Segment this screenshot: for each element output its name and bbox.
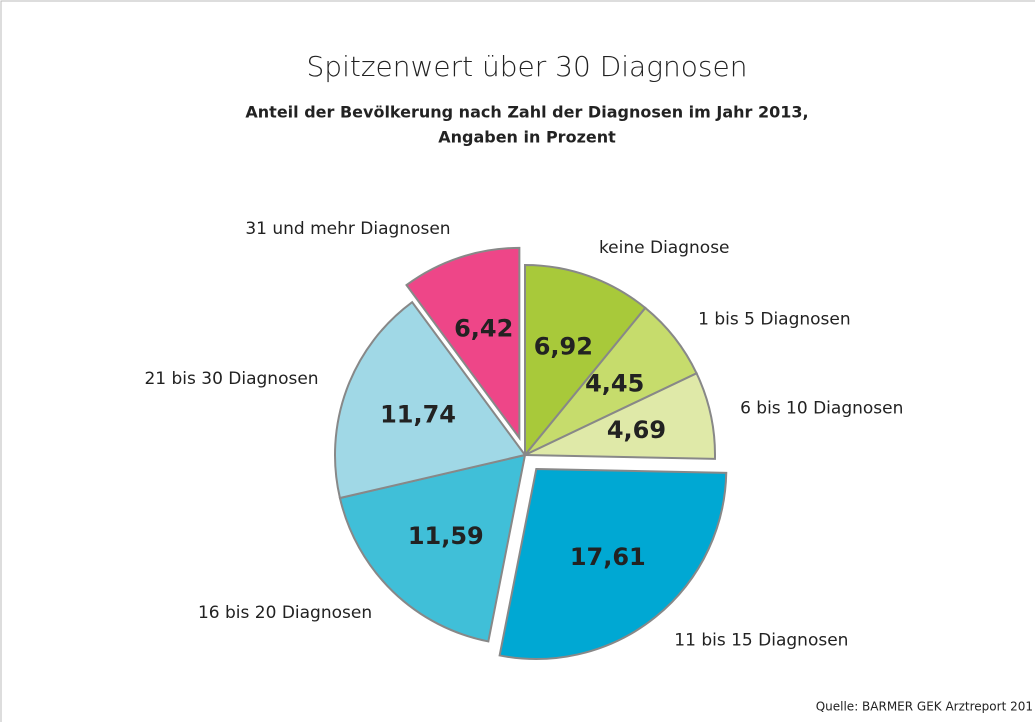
category-label: keine Diagnose xyxy=(599,238,730,258)
pie-slice xyxy=(334,300,527,500)
value-label: 11,59 xyxy=(408,522,484,550)
pie-slice xyxy=(498,468,728,660)
chart-subtitle: Anteil der Bevölkerung nach Zahl der Dia… xyxy=(245,103,808,122)
value-label: 4,45 xyxy=(585,370,644,398)
value-label: 6,42 xyxy=(454,315,513,343)
pie-slice xyxy=(338,453,527,643)
value-label: 4,69 xyxy=(607,416,666,444)
pie-slice xyxy=(405,246,521,441)
category-label: 11 bis 15 Diagnosen xyxy=(674,630,848,650)
value-label: 17,61 xyxy=(570,543,646,571)
category-label: 16 bis 20 Diagnosen xyxy=(198,603,372,623)
category-label: 1 bis 5 Diagnosen xyxy=(698,309,851,329)
chart-title: Spitzenwert über 30 Diagnosen xyxy=(307,50,748,83)
pie-slice xyxy=(524,263,647,458)
pie-slice xyxy=(524,371,716,460)
category-label: 31 und mehr Diagnosen xyxy=(245,219,450,239)
category-label: 6 bis 10 Diagnosen xyxy=(740,399,903,419)
chart-subtitle: Angaben in Prozent xyxy=(438,128,616,147)
value-label: 6,92 xyxy=(534,333,593,361)
value-label: 11,74 xyxy=(380,401,456,429)
source: Quelle: BARMER GEK Arztreport 201 xyxy=(816,700,1033,714)
category-label: 21 bis 30 Diagnosen xyxy=(144,369,318,389)
